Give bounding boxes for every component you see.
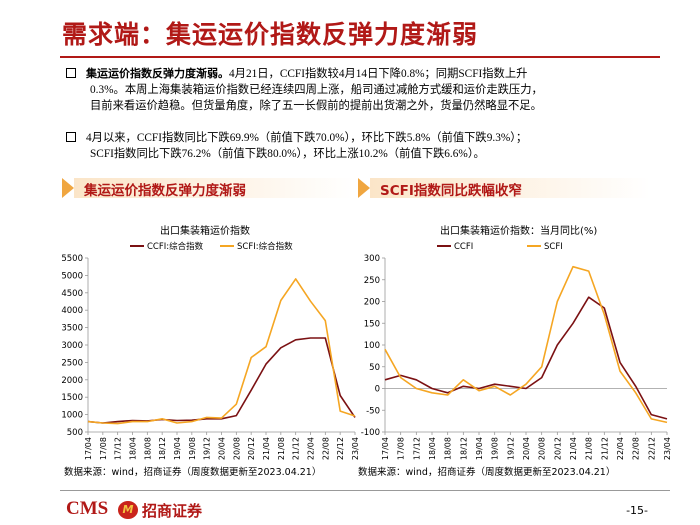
logo-latin: CMS (66, 498, 109, 519)
x-tick-label: 17/08 (99, 437, 108, 460)
x-tick-label: 19/08 (491, 437, 500, 460)
y-tick-label: -50 (366, 406, 380, 416)
left-section-heading: 集运运价指数反弹力度渐弱 (62, 174, 362, 204)
heading-band (74, 178, 354, 198)
series-line-2 (384, 265, 668, 424)
x-tick-label: 21/12 (292, 437, 301, 460)
x-tick-label: 18/12 (158, 437, 167, 460)
x-tick-label: 23/04 (663, 437, 672, 460)
x-tick-label: 18/08 (444, 437, 453, 460)
x-tick-label: 21/08 (277, 437, 286, 460)
legend-label: CCFI (454, 242, 473, 252)
x-tick-label: 22/04 (307, 437, 316, 460)
legend-label: SCFI:综合指数 (237, 241, 293, 252)
x-tick-label: 21/04 (569, 437, 578, 460)
x-tick-label: 17/08 (397, 437, 406, 460)
page-number: -15- (626, 504, 648, 517)
x-tick-label: 19/04 (173, 437, 182, 460)
x-tick-label: 17/12 (114, 437, 123, 460)
x-tick-label: 19/12 (506, 437, 515, 460)
x-tick-label: 18/12 (459, 437, 468, 460)
triangle-marker-icon (358, 178, 370, 198)
chart-2-title: 出口集装箱运价指数：当月同比(%) (440, 226, 598, 237)
x-tick-label: 21/04 (262, 437, 271, 460)
y-tick-label: 5000 (61, 271, 83, 281)
x-tick-label: 20/12 (247, 437, 256, 460)
x-tick-label: 19/12 (203, 437, 212, 460)
x-tick-label: 17/12 (412, 437, 421, 460)
checkbox-bullet-icon (66, 68, 76, 78)
x-tick-label: 22/04 (616, 437, 625, 460)
x-tick-label: 22/08 (632, 437, 641, 460)
bullet-2: 4月以来，CCFI指数同比下跌69.9%（前值下跌70.0%），环比下跌5.8%… (66, 130, 636, 162)
bullet-1: 集运运价指数反弹力度渐弱。4月21日，CCFI指数较4月14日下降0.8%；同期… (66, 66, 636, 114)
y-tick-label: 2000 (61, 376, 83, 386)
y-tick-label: 150 (364, 319, 380, 329)
footer-divider (60, 490, 670, 491)
bullet-2-line-1: 4月以来，CCFI指数同比下跌69.9%（前值下跌70.0%），环比下跌5.8%… (66, 130, 636, 146)
right-source-note: 数据来源：wind，招商证券（周度数据更新至2023.04.21） (358, 467, 616, 478)
y-tick-label: 1500 (61, 393, 83, 403)
series-line-1 (87, 337, 356, 424)
bullet-2-line-2: SCFI指数同比下跌76.2%（前值下跌80.0%），环比上涨10.2%（前值下… (90, 148, 485, 160)
y-tick-label: -100 (361, 428, 380, 438)
bullet-1-bold: 集运运价指数反弹力度渐弱。 (86, 67, 229, 80)
y-tick-label: 3500 (61, 324, 83, 334)
y-tick-label: 0 (375, 385, 380, 395)
y-tick-label: 300 (364, 254, 380, 264)
series-line-1 (384, 296, 668, 420)
y-tick-label: 1000 (61, 411, 83, 421)
y-tick-label: 4500 (61, 289, 83, 299)
left-heading-text: 集运运价指数反弹力度渐弱 (84, 183, 246, 199)
y-tick-label: 3000 (61, 341, 83, 351)
y-tick-label: 200 (364, 298, 380, 308)
chart-2: -100 -50 0 50 100 150 200 250 300 17/04 17/08 17/12… (361, 242, 672, 460)
x-tick-label: 22/12 (336, 437, 345, 460)
y-tick-label: 2500 (61, 358, 83, 368)
left-source-note: 数据来源：wind，招商证券（周度数据更新至2023.04.21） (64, 467, 322, 478)
x-tick-label: 23/04 (351, 437, 360, 460)
x-tick-label: 17/04 (381, 437, 390, 460)
series-line-2 (87, 278, 356, 425)
x-tick-label: 19/04 (475, 437, 484, 460)
y-tick-label: 50 (369, 363, 380, 373)
bullet-1-text: 4月21日，CCFI指数较4月14日下降0.8%；同期SCFI指数上升 (229, 68, 528, 80)
x-tick-label: 21/08 (585, 437, 594, 460)
y-tick-label: 100 (364, 341, 380, 351)
bullet-1-line-1: 集运运价指数反弹力度渐弱。4月21日，CCFI指数较4月14日下降0.8%；同期… (66, 66, 636, 82)
legend-label: CCFI:综合指数 (147, 241, 204, 252)
triangle-marker-icon (62, 178, 74, 198)
bullet-1-line-3: 目前来看运价趋稳。但货量角度，除了五一长假前的提前出货潮之外，货量仍然略显不足。 (90, 100, 542, 112)
legend-label: SCFI (544, 242, 563, 252)
x-tick-label: 20/08 (232, 437, 241, 460)
page-title: 需求端：集运运价指数反弹力度渐弱 (62, 20, 479, 49)
x-tick-label: 19/08 (188, 437, 197, 460)
x-tick-label: 20/08 (538, 437, 547, 460)
heading-band (370, 178, 650, 198)
y-tick-label: 500 (67, 428, 83, 438)
x-tick-label: 22/12 (647, 437, 656, 460)
x-tick-label: 20/12 (553, 437, 562, 460)
x-tick-label: 22/08 (321, 437, 330, 460)
y-tick-label: 250 (364, 276, 380, 286)
x-tick-label: 20/04 (522, 437, 531, 460)
bullet-2-text: 4月以来，CCFI指数同比下跌69.9%（前值下跌70.0%），环比下跌5.8%… (86, 132, 528, 144)
x-tick-label: 18/08 (143, 437, 152, 460)
x-tick-label: 18/04 (129, 437, 138, 460)
right-section-heading: SCFI指数同比跌幅收窄 (358, 174, 658, 204)
x-tick-label: 18/04 (428, 437, 437, 460)
right-heading-text: SCFI指数同比跌幅收窄 (380, 183, 522, 199)
y-tick-label: 5500 (61, 254, 83, 264)
bullet-1-line-2: 0.3%。本周上海集装箱运价指数已经连续四周上涨，船司通过减舱方式缓和运价走跌压… (90, 84, 543, 96)
title-divider (60, 56, 660, 58)
x-tick-label: 21/12 (600, 437, 609, 460)
logo-mark-icon: M (118, 501, 138, 519)
x-tick-label: 20/04 (218, 437, 227, 460)
y-tick-label: 4000 (61, 306, 83, 316)
chart-1-title: 出口集装箱运价指数 (160, 226, 250, 237)
x-tick-label: 17/04 (84, 437, 93, 460)
logo-chinese: 招商证券 (142, 502, 203, 520)
checkbox-bullet-icon (66, 132, 76, 142)
chart-1: 500 1000 1500 2000 2500 3000 3500 4000 4500 5000 5… (61, 241, 360, 460)
